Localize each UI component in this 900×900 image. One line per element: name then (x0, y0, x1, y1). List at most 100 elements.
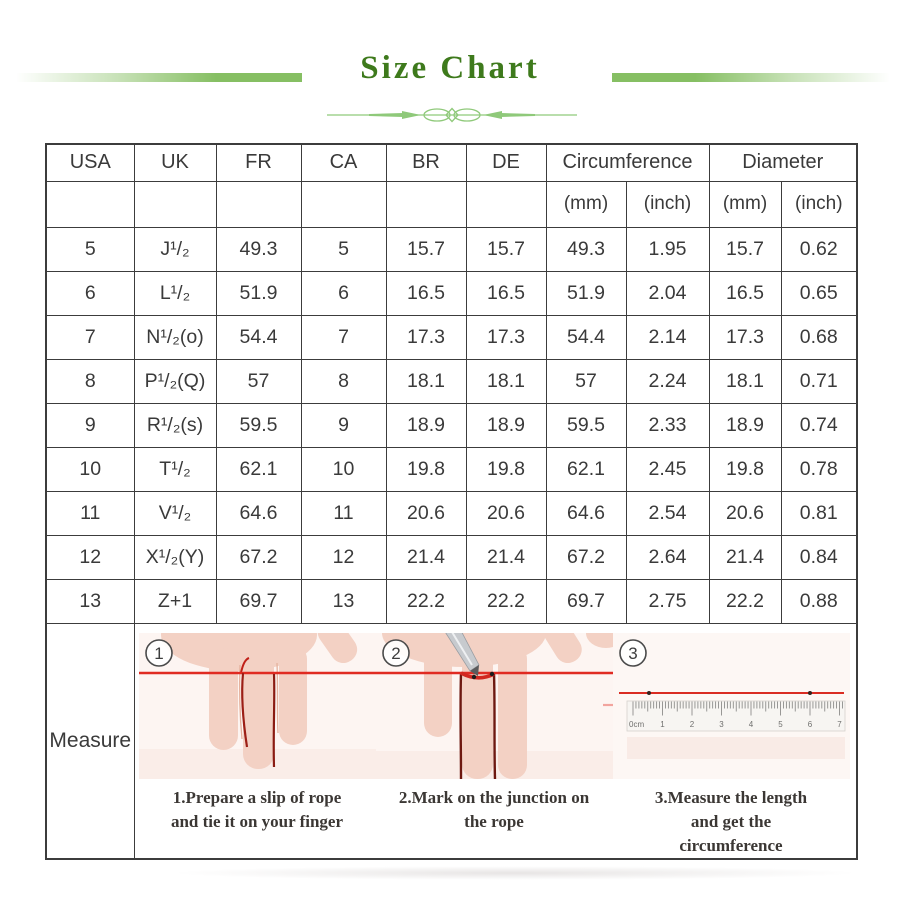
table-cell: 64.6 (215, 490, 302, 536)
table-shadow (170, 866, 860, 880)
table-cell: 17.3 (708, 314, 782, 360)
table-cell: 10 (300, 446, 387, 492)
table-cell: J¹/₂ (133, 226, 217, 272)
table-cell: 21.4 (385, 534, 467, 580)
svg-text:2: 2 (689, 720, 694, 729)
col-header-uk: UK (133, 143, 217, 182)
table-cell: 2.04 (625, 270, 710, 316)
table-cell: 0.68 (780, 314, 858, 360)
table-cell: 12 (300, 534, 387, 580)
table-cell: 51.9 (215, 270, 302, 316)
svg-text:2: 2 (391, 644, 400, 663)
step1-caption-text: 1.Prepare a slip of rope and tie it on y… (170, 787, 344, 831)
table-cell: L¹/₂ (133, 270, 217, 316)
table-row: 11 V¹/₂ 64.6 11 20.6 20.6 64.6 2.54 20.6 0.81 (45, 490, 858, 536)
table-cell: 54.4 (215, 314, 302, 360)
table-cell: R¹/₂(s) (133, 402, 217, 448)
svg-text:5: 5 (778, 720, 783, 729)
measure-label: Measure (45, 622, 135, 860)
subheader-circ-mm: (mm) (545, 180, 627, 228)
subheader-circ-inch: (inch) (625, 180, 710, 228)
table-cell: 0.88 (780, 578, 858, 624)
empty-subheader-cell (45, 180, 135, 228)
table-cell: 10 (45, 446, 135, 492)
table-cell: 21.4 (708, 534, 782, 580)
table-row: 12 X¹/₂(Y) 67.2 12 21.4 21.4 67.2 2.64 21.4 0.84 (45, 534, 858, 580)
table-cell: 2.75 (625, 578, 710, 624)
group-header-diameter: Diameter (708, 143, 858, 182)
svg-text:0cm: 0cm (629, 720, 644, 729)
title-rule-right (612, 73, 890, 82)
table-cell: 49.3 (215, 226, 302, 272)
table-cell: 19.8 (385, 446, 467, 492)
marker-pen-icon (444, 632, 480, 676)
table-cell: 20.6 (385, 490, 467, 536)
table-cell: 62.1 (545, 446, 627, 492)
col-header-usa: USA (45, 143, 135, 182)
step2-photo: 2 (375, 632, 613, 779)
table-cell: 22.2 (465, 578, 547, 624)
table-cell: 22.2 (385, 578, 467, 624)
table-cell: 18.1 (465, 358, 547, 404)
table-cell: 18.9 (385, 402, 467, 448)
group-header-circumference: Circumference (545, 143, 710, 182)
table-cell: 2.54 (625, 490, 710, 536)
table-cell: 15.7 (708, 226, 782, 272)
table-cell: 7 (300, 314, 387, 360)
table-cell: 69.7 (545, 578, 627, 624)
col-header-fr: FR (215, 143, 302, 182)
table-cell: 11 (300, 490, 387, 536)
measure-row: Measure (45, 622, 858, 860)
table-body: 5 J¹/₂ 49.3 5 15.7 15.7 49.3 1.95 15.7 0.62 6 L¹/₂ 5… (45, 226, 858, 624)
empty-subheader-cell (385, 180, 467, 228)
table-cell: 67.2 (215, 534, 302, 580)
table-cell: 12 (45, 534, 135, 580)
table-cell: 18.9 (708, 402, 782, 448)
table-cell: 54.4 (545, 314, 627, 360)
table-cell: 59.5 (545, 402, 627, 448)
table-row: 8 P¹/₂(Q) 57 8 18.1 18.1 57 2.24 18.1 0.71 (45, 358, 858, 404)
empty-subheader-cell (300, 180, 387, 228)
table-cell: 9 (300, 402, 387, 448)
table-cell: 13 (45, 578, 135, 624)
table-cell: 2.45 (625, 446, 710, 492)
header-row: USA UK FR CA BR DE Circumference Diamete… (45, 143, 858, 182)
table-cell: 18.1 (708, 358, 782, 404)
divider-ornament-icon (327, 107, 577, 123)
circle-2-icon: 2 (381, 638, 410, 667)
table-cell: 15.7 (385, 226, 467, 272)
col-header-br: BR (385, 143, 467, 182)
measure-content: 1 (135, 632, 857, 858)
table-cell: 0.71 (780, 358, 858, 404)
table-cell: 0.81 (780, 490, 858, 536)
table-row: 5 J¹/₂ 49.3 5 15.7 15.7 49.3 1.95 15.7 0.62 (45, 226, 858, 272)
table-row: 9 R¹/₂(s) 59.5 9 18.9 18.9 59.5 2.33 18.9 0.74 (45, 402, 858, 448)
circle-3-icon: 3 (618, 638, 647, 667)
subheader-dia-inch: (inch) (780, 180, 858, 228)
table-cell: 21.4 (465, 534, 547, 580)
title-rule-left (16, 73, 302, 82)
subheader-row: (mm) (inch) (mm) (inch) (45, 180, 858, 228)
table-cell: 6 (300, 270, 387, 316)
table-cell: 0.65 (780, 270, 858, 316)
table-cell: 0.62 (780, 226, 858, 272)
table-row: 6 L¹/₂ 51.9 6 16.5 16.5 51.9 2.04 16.5 0.65 (45, 270, 858, 316)
table-cell: 67.2 (545, 534, 627, 580)
empty-subheader-cell (465, 180, 547, 228)
hand-illustration (160, 632, 357, 769)
table-cell: 57 (215, 358, 302, 404)
table-cell: 18.1 (385, 358, 467, 404)
svg-text:1: 1 (660, 720, 665, 729)
svg-text:3: 3 (719, 720, 724, 729)
empty-subheader-cell (215, 180, 302, 228)
col-header-ca: CA (300, 143, 387, 182)
table-cell: 22.2 (708, 578, 782, 624)
step3-photo: 0cm 1 2 3 4 5 6 7 3 (612, 632, 850, 779)
table-cell: 6 (45, 270, 135, 316)
table-cell: 20.6 (465, 490, 547, 536)
table-row: 13 Z+1 69.7 13 22.2 22.2 69.7 2.75 22.2 0.88 (45, 578, 858, 624)
svg-text:1: 1 (154, 644, 163, 663)
table-cell: 59.5 (215, 402, 302, 448)
table-cell: 5 (45, 226, 135, 272)
step2-caption-text: 2.Mark on the junction on the rope (398, 787, 590, 831)
